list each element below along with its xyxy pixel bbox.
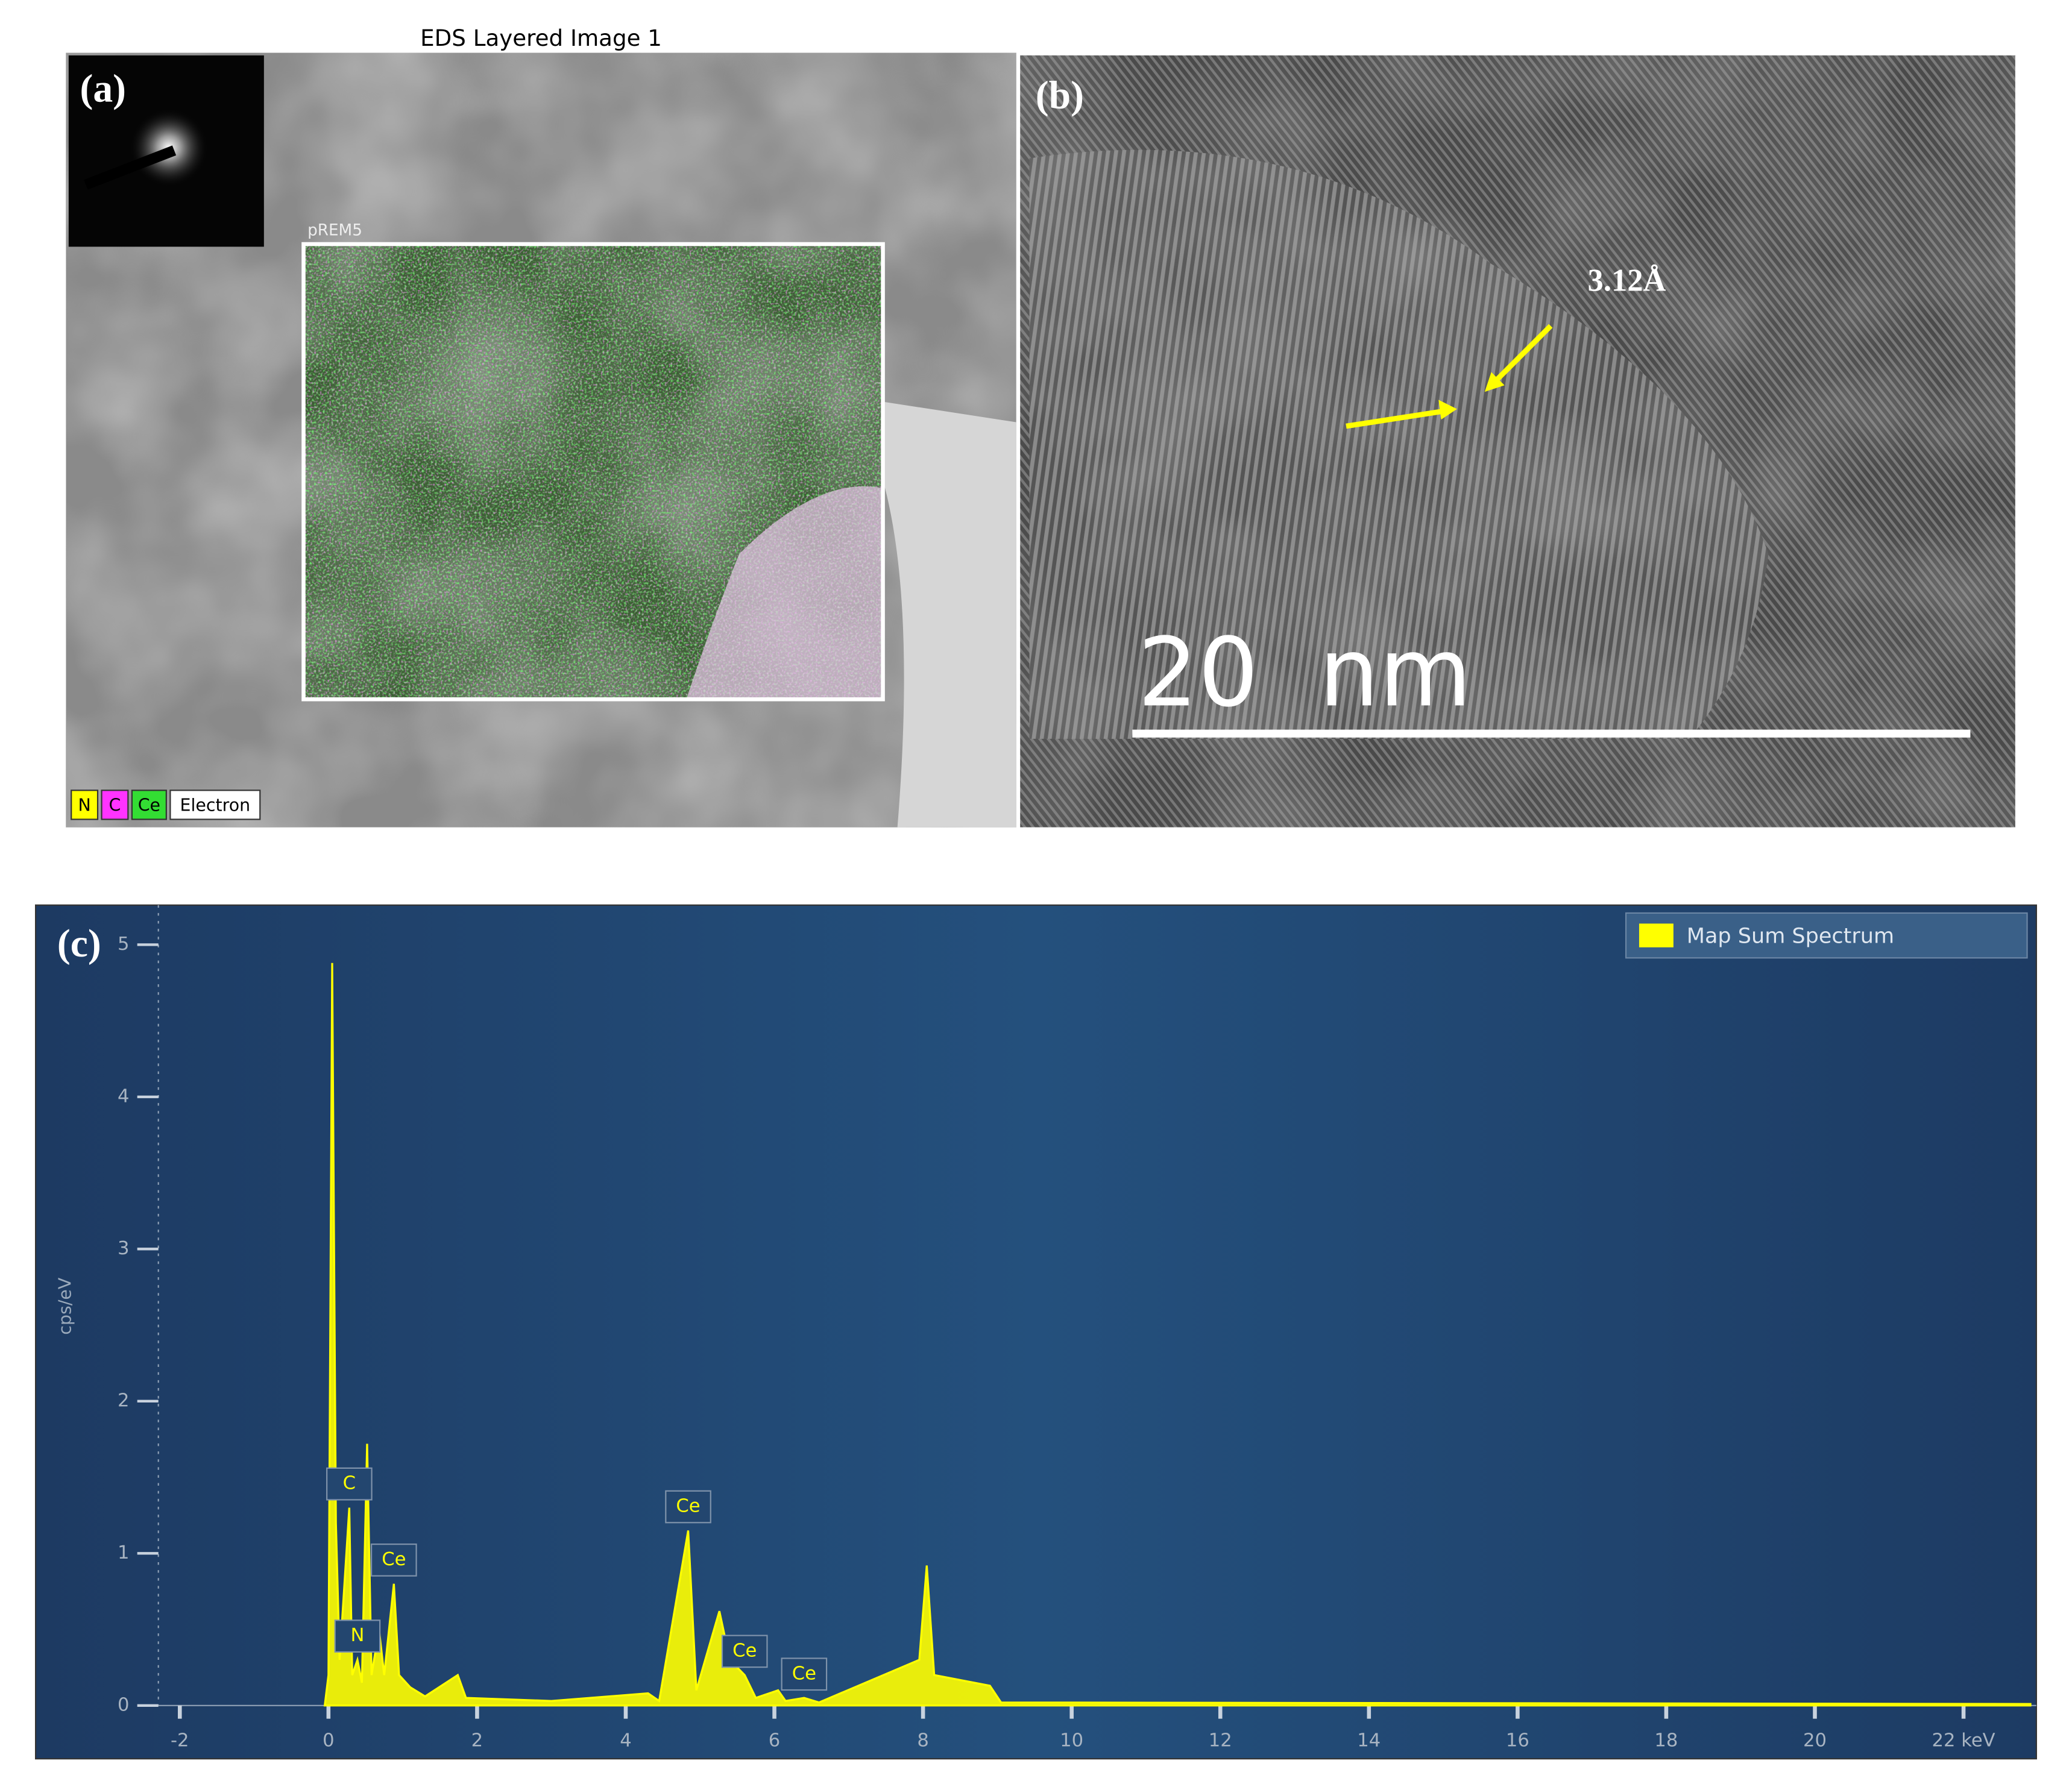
map-frame xyxy=(301,242,885,702)
peak-label-box xyxy=(326,1467,373,1501)
x-tick-label: 16 xyxy=(1506,1730,1529,1751)
x-tick-label: 6 xyxy=(769,1730,781,1751)
legend-box xyxy=(1625,912,2028,959)
y-tick-label: 0 xyxy=(118,1694,130,1715)
peak-label: Ce xyxy=(382,1549,406,1570)
x-tick-label: 2 xyxy=(471,1730,483,1751)
y-tick-label: 2 xyxy=(118,1390,130,1411)
peak-label-box xyxy=(781,1657,828,1691)
spacing-label: 3.12Å xyxy=(1588,263,1666,298)
y-tick-label: 3 xyxy=(118,1238,130,1259)
legend-label: Electron xyxy=(180,796,251,815)
carbon-film xyxy=(686,486,883,700)
x-tick-label: 22 keV xyxy=(1932,1730,1995,1751)
legend-label: N xyxy=(78,796,90,815)
legend-swatch xyxy=(1639,923,1674,947)
spectrum-chart: -2 0 2 4 6 8 10 12 14 16 18 20 22 keV012345CNCeCeCeC… xyxy=(118,905,2036,1751)
spectrum-area xyxy=(323,963,2032,1707)
legend-chip xyxy=(131,790,167,820)
arrow-head xyxy=(1484,372,1505,392)
x-tick-label: 14 xyxy=(1357,1730,1381,1751)
legend-label: C xyxy=(109,796,121,815)
peak-label: Ce xyxy=(792,1663,816,1684)
x-tick-label: 4 xyxy=(620,1730,632,1751)
peak-label-box xyxy=(334,1619,381,1653)
y-tick-label: 5 xyxy=(118,934,130,955)
x-tick-label: -2 xyxy=(171,1730,189,1751)
map-label: pREM5 xyxy=(307,222,362,240)
peak-label: C xyxy=(343,1473,356,1494)
peak-label-box xyxy=(721,1635,768,1668)
arrow xyxy=(1346,407,1450,429)
panel-title: EDS Layered Image 1 xyxy=(420,25,662,51)
panel-label: (c) xyxy=(57,922,101,966)
peak-label: Ce xyxy=(732,1640,757,1661)
arrow xyxy=(1492,324,1553,385)
x-tick-label: 10 xyxy=(1060,1730,1083,1751)
y-tick-label: 1 xyxy=(118,1542,130,1563)
panel-label: (a) xyxy=(80,66,126,110)
scale-bar-label: 20 nm xyxy=(1138,618,1472,728)
peak-label-box xyxy=(665,1490,711,1524)
legend-chip xyxy=(101,790,129,820)
x-tick-label: 8 xyxy=(917,1730,929,1751)
peak-label: Ce xyxy=(676,1496,700,1517)
hrtem-texture xyxy=(1020,55,2015,828)
y-tick-label: 4 xyxy=(118,1085,130,1107)
legend-label: Map Sum Spectrum xyxy=(1687,923,1894,948)
x-tick-label: 0 xyxy=(323,1730,335,1751)
y-axis-label: cps/eV xyxy=(55,1277,75,1335)
eds-legend: N C Ce Electron xyxy=(71,790,261,820)
x-tick-label: 18 xyxy=(1654,1730,1678,1751)
bright-region xyxy=(845,395,1016,828)
x-tick-label: 20 xyxy=(1803,1730,1827,1751)
panel-label: (b) xyxy=(1036,73,1084,117)
beam-stop xyxy=(84,145,177,190)
legend-chip xyxy=(71,790,99,820)
peak-label: N xyxy=(350,1625,364,1646)
legend-label: Ce xyxy=(138,796,160,815)
x-tick-label: 12 xyxy=(1209,1730,1232,1751)
legend-chip xyxy=(169,790,261,820)
peak-label-box xyxy=(371,1544,417,1577)
arrow-head xyxy=(1438,400,1457,420)
